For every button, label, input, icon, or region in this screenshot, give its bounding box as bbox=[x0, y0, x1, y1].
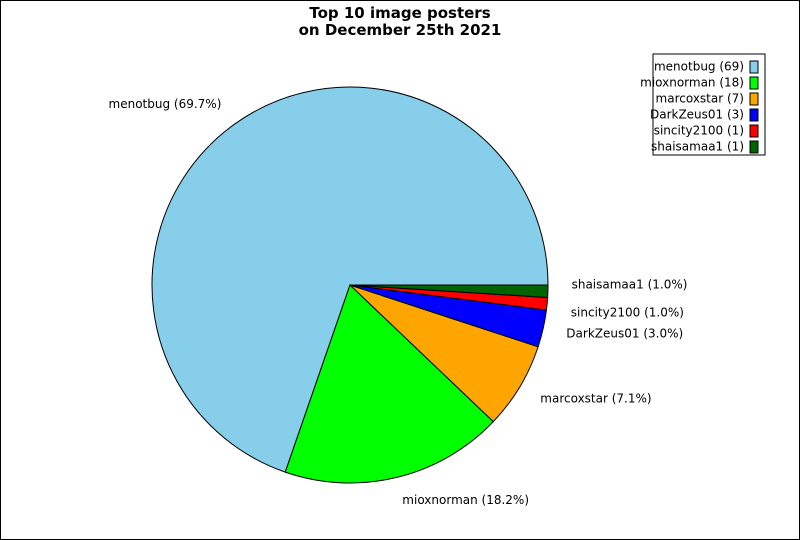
legend-label-sincity2100: sincity2100 (1) bbox=[654, 124, 744, 138]
pie-slice-labels: menotbug (69.7%) mioxnorman (18.2%) marcox… bbox=[109, 97, 688, 507]
slice-label-sincity2100: sincity2100 (1.0%) bbox=[571, 306, 684, 320]
legend-label-mioxnorman: mioxnorman (18) bbox=[640, 76, 744, 90]
legend-swatch-mioxnorman bbox=[749, 76, 759, 90]
legend-label-darkzeus01: DarkZeus01 (3) bbox=[650, 108, 744, 122]
pie-slice-mioxnorman bbox=[284, 284, 495, 484]
pie-slice-shaisamaa1 bbox=[349, 284, 549, 299]
chart-title-line-1: Top 10 image posters bbox=[309, 4, 490, 22]
legend: menotbug (69) mioxnorman (18) marcoxstar (… bbox=[640, 53, 766, 156]
legend-label-menotbug: menotbug (69) bbox=[654, 60, 744, 74]
slice-label-menotbug: menotbug (69.7%) bbox=[109, 97, 222, 111]
legend-entries: menotbug (69) mioxnorman (18) marcoxstar (… bbox=[640, 60, 759, 154]
slice-label-shaisamaa1: shaisamaa1 (1.0%) bbox=[572, 278, 688, 292]
pie-slices bbox=[151, 86, 549, 484]
legend-box bbox=[652, 53, 766, 156]
slice-label-darkzeus01: DarkZeus01 (3.0%) bbox=[566, 326, 683, 340]
slice-label-marcoxstar: marcoxstar (7.1%) bbox=[540, 391, 651, 405]
legend-label-marcoxstar: marcoxstar (7) bbox=[656, 92, 744, 106]
pie-slice-menotbug bbox=[151, 86, 549, 473]
legend-swatch-shaisamaa1 bbox=[749, 140, 759, 154]
legend-swatch-darkzeus01 bbox=[749, 108, 759, 122]
chart-title-line-2: on December 25th 2021 bbox=[299, 21, 502, 39]
chart-title: Top 10 image posters on December 25th 20… bbox=[299, 4, 502, 39]
legend-swatch-menotbug bbox=[749, 60, 759, 74]
slice-label-mioxnorman: mioxnorman (18.2%) bbox=[402, 493, 529, 507]
legend-label-shaisamaa1: shaisamaa1 (1) bbox=[651, 140, 744, 154]
legend-swatch-sincity2100 bbox=[749, 124, 759, 138]
legend-swatch-marcoxstar bbox=[749, 92, 759, 106]
